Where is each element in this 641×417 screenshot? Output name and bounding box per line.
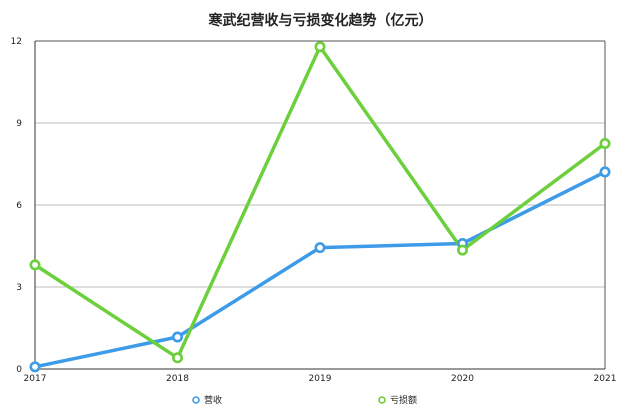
axis-layer: 0 3 6 9 12 2017 2018 2019 2020 2021	[11, 37, 617, 384]
y-tick-label: 12	[11, 37, 22, 47]
series-line-0	[33, 170, 607, 369]
y-tick-label: 0	[16, 365, 22, 375]
data-point-1	[599, 138, 611, 150]
y-tick-label: 9	[16, 119, 22, 129]
x-tick-label: 2017	[24, 374, 47, 384]
legend-marker	[192, 396, 200, 404]
legend-marker	[378, 396, 386, 404]
data-point-1	[314, 41, 326, 53]
x-tick-label: 2021	[594, 374, 617, 384]
series-layer	[29, 41, 611, 373]
x-tick-label: 2018	[166, 374, 189, 384]
data-point-1	[456, 244, 468, 256]
data-point-0	[172, 331, 184, 343]
data-point-0	[29, 361, 41, 373]
x-tick-label: 2020	[451, 374, 474, 384]
data-point-1	[29, 259, 41, 271]
series-line-1	[33, 44, 607, 360]
legend-label: 营收	[204, 394, 222, 406]
legend-label: 亏损额	[390, 394, 417, 406]
y-tick-label: 6	[16, 201, 22, 211]
data-point-0	[314, 242, 326, 254]
x-tick-label: 2019	[309, 374, 332, 384]
data-point-1	[172, 352, 184, 364]
chart-title: 寒武纪营收与亏损变化趋势（亿元）	[208, 13, 433, 29]
y-tick-label: 3	[16, 283, 22, 293]
legend: 营收 亏损额	[192, 394, 417, 406]
data-point-0	[599, 166, 611, 178]
